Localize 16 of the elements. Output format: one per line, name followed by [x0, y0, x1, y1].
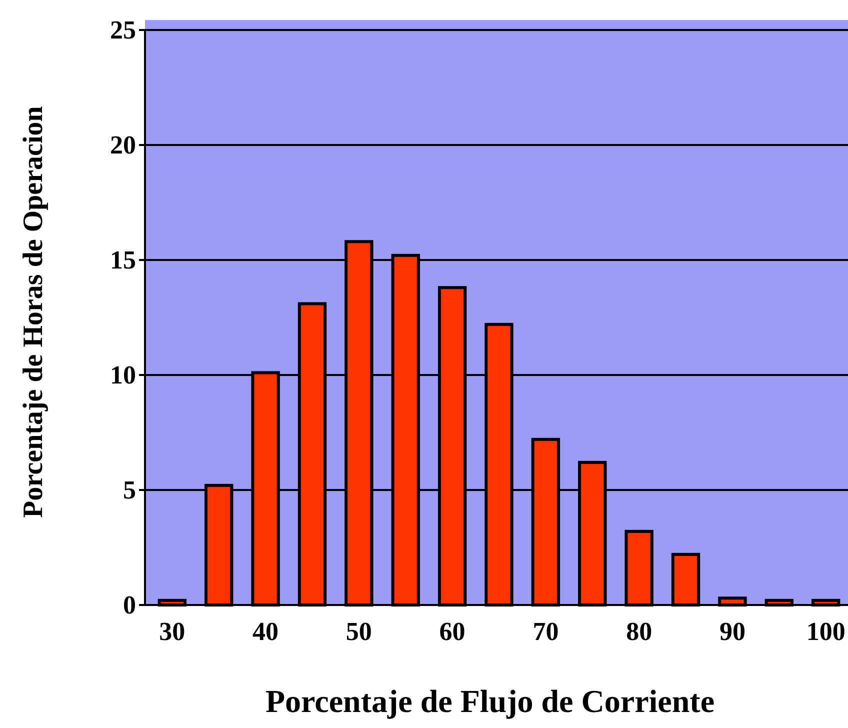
y-tick-label: 5	[123, 475, 136, 504]
y-tick-label: 15	[110, 245, 136, 274]
x-tick-label: 100	[806, 616, 846, 646]
x-tick-label: 90	[719, 616, 746, 646]
y-tick-label: 25	[110, 15, 136, 44]
y-tick-label: 20	[110, 130, 136, 160]
x-tick-label: 70	[532, 616, 559, 646]
x-tick-label: 60	[439, 616, 466, 646]
x-tick-label: 50	[346, 616, 372, 646]
x-tick-label: 80	[626, 616, 652, 646]
x-tick-label: 30	[159, 616, 186, 646]
y-tick-label: 0	[123, 590, 136, 620]
y-axis-title: Porcentaje de Horas de Operacion	[18, 106, 49, 518]
x-axis-title: Porcentaje de Flujo de Corriente	[265, 683, 715, 719]
y-tick-label: 10	[110, 360, 136, 390]
x-tick-label: 40	[252, 616, 279, 646]
